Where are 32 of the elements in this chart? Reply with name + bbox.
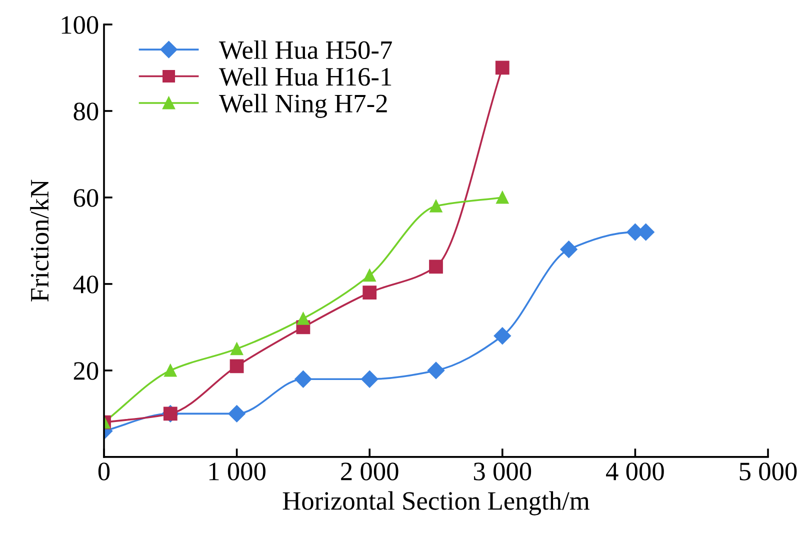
x-tick-label: 5 000 — [740, 462, 797, 480]
x-tick-label: 2 000 — [341, 462, 398, 480]
point — [230, 342, 244, 356]
x-tick-label: 3 000 — [474, 462, 532, 480]
x-tick-label: 4 000 — [606, 462, 664, 480]
point — [361, 370, 378, 388]
point — [430, 200, 442, 212]
point — [560, 240, 578, 258]
point — [494, 327, 511, 344]
y-tick-label: 80 — [74, 102, 98, 120]
point — [294, 370, 312, 388]
y-tick-label: 60 — [74, 189, 98, 207]
legend-label: Well Hua H16-1 — [218, 67, 392, 86]
legend-label: Well Ning H7-2 — [218, 94, 387, 118]
point — [363, 269, 376, 282]
point — [228, 405, 246, 422]
point — [429, 260, 443, 274]
x-axis-title: Horizontal Section Length/m — [282, 491, 590, 516]
point — [164, 364, 177, 377]
point — [296, 312, 310, 325]
x-tick-label: 1 000 — [209, 462, 266, 480]
point — [362, 286, 377, 300]
y-tick-label: 40 — [73, 276, 98, 294]
point — [230, 359, 244, 374]
point — [427, 362, 445, 380]
y-axis-title: Friction/kN — [30, 180, 49, 302]
legend-label: Well Hua H50-7 — [218, 40, 392, 60]
x-tick-label: 0 — [98, 462, 110, 480]
point — [495, 60, 510, 75]
y-tick-label: 100 — [62, 16, 98, 34]
point — [496, 191, 509, 204]
y-tick-label: 20 — [74, 362, 98, 380]
